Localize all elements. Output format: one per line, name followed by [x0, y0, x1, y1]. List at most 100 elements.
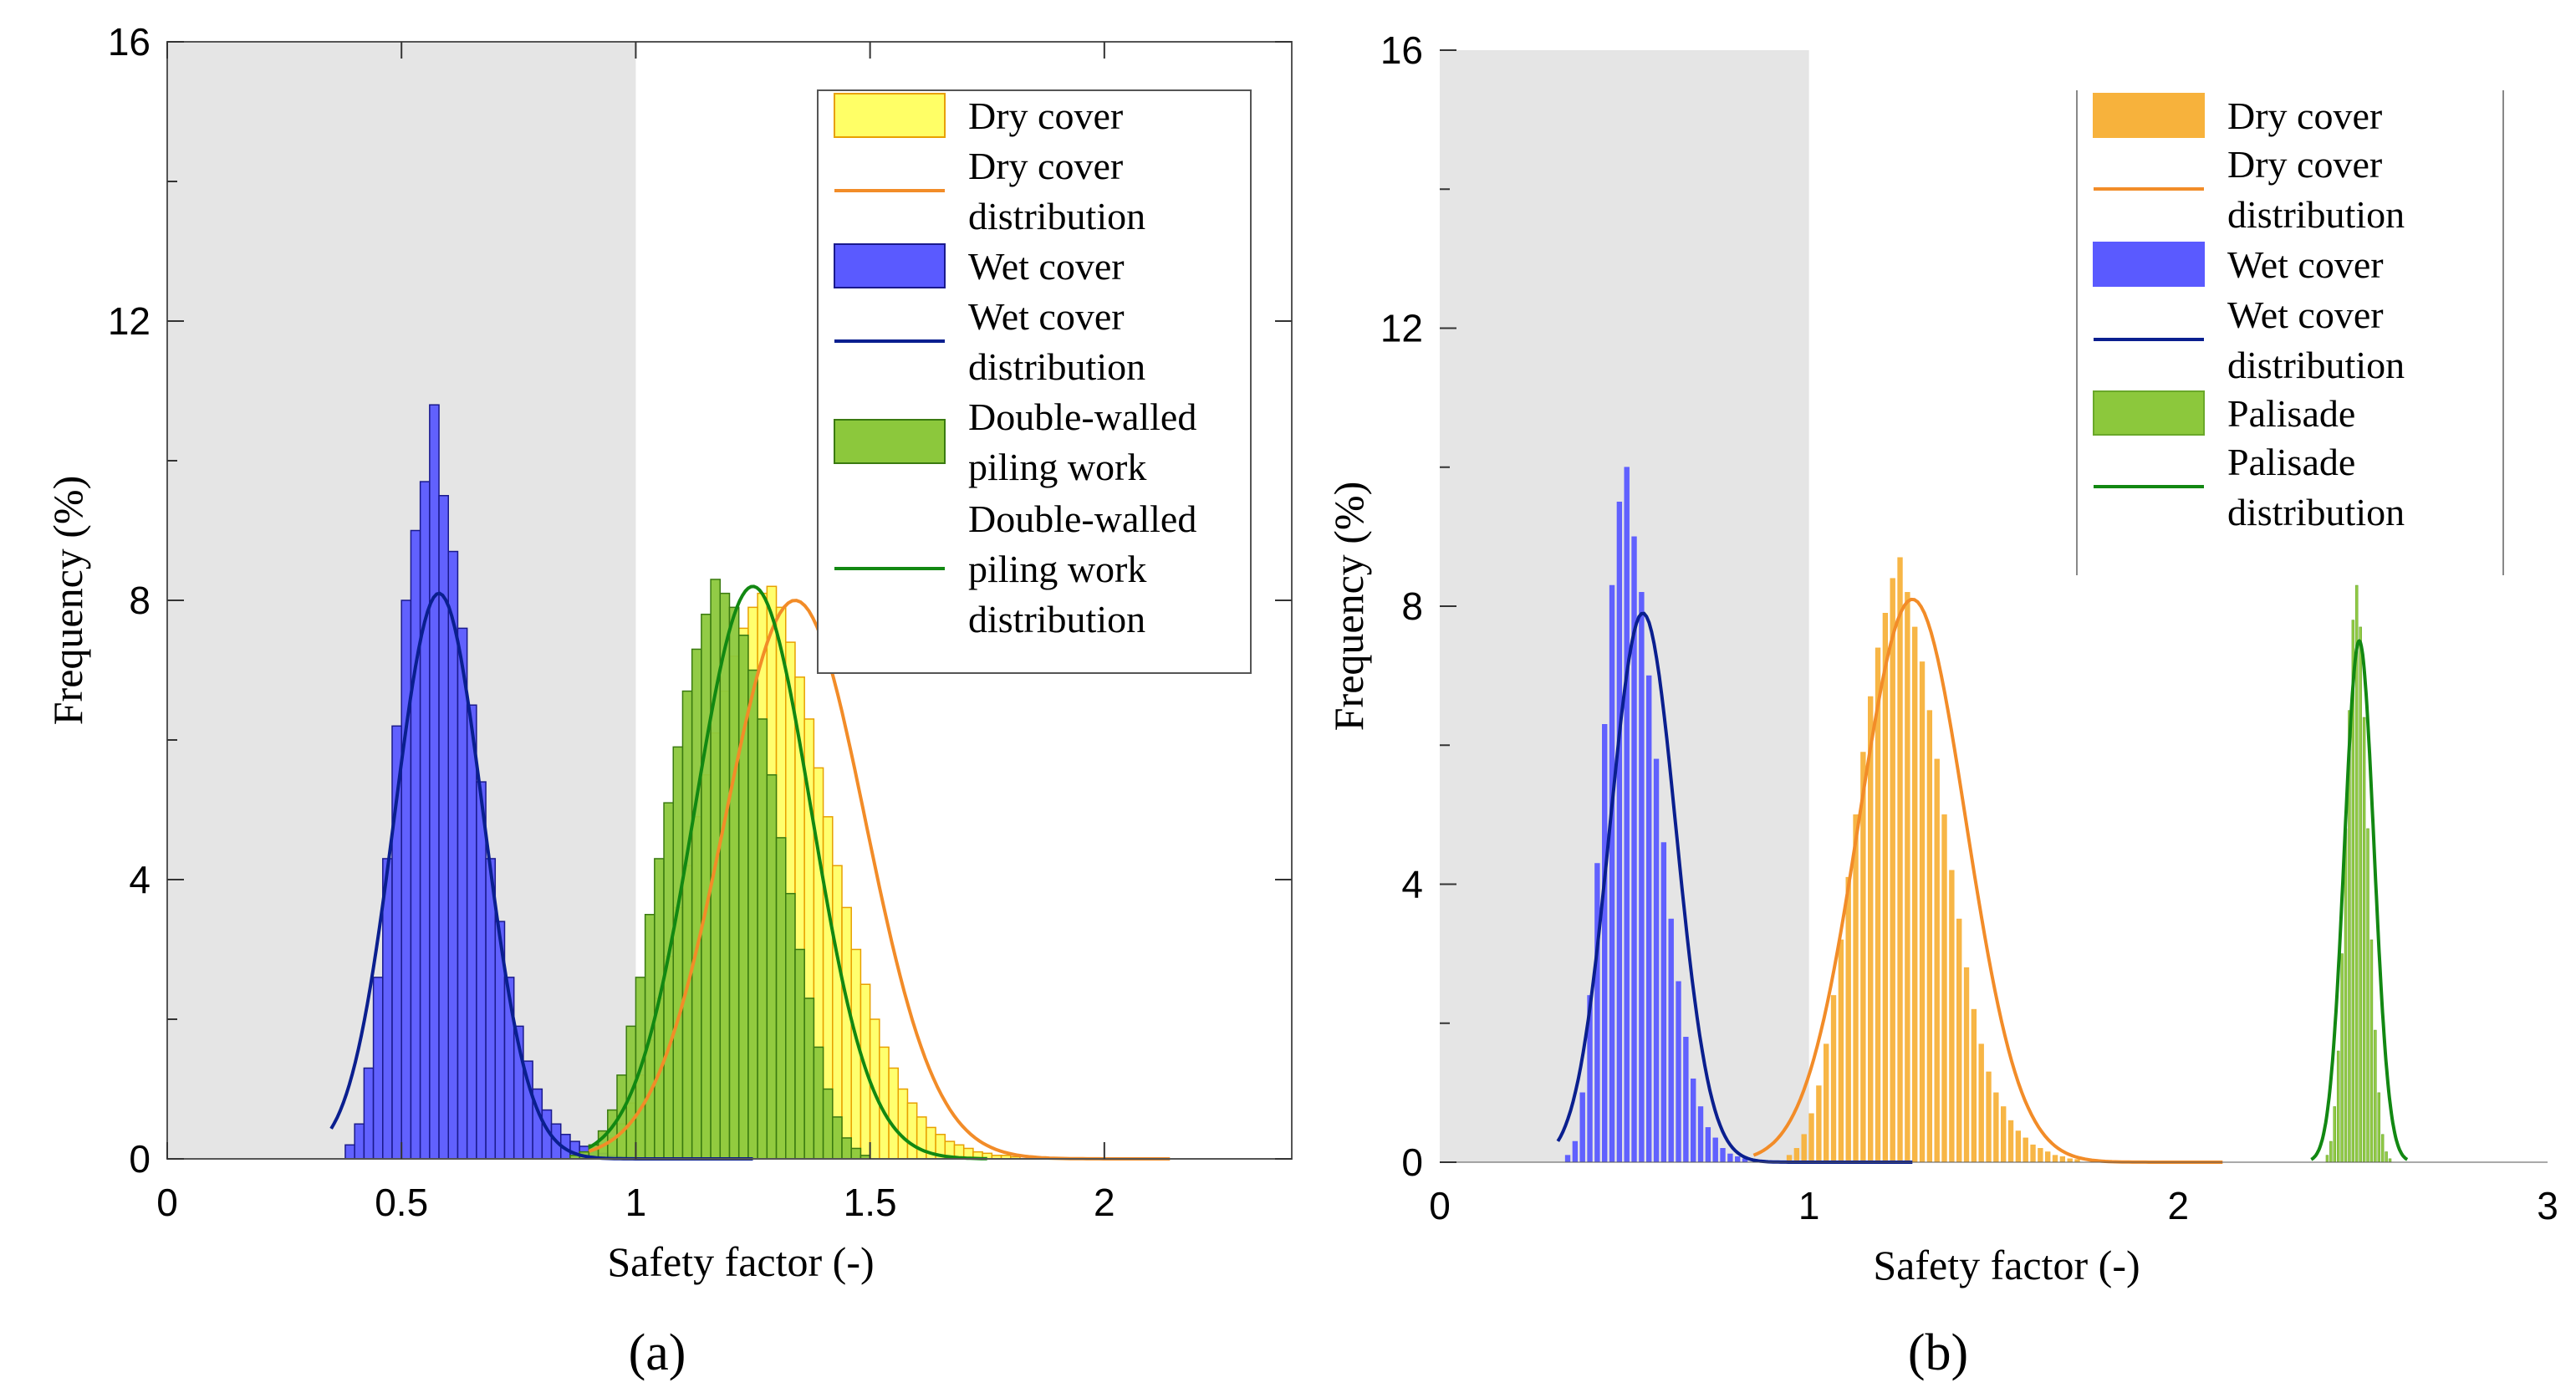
histogram-bar — [850, 1147, 862, 1160]
histogram-bar — [1978, 1043, 1984, 1163]
histogram-bar — [1653, 758, 1660, 1163]
histogram-bar — [2388, 1158, 2392, 1163]
histogram-bar — [2355, 584, 2359, 1163]
histogram-bar — [832, 865, 843, 1160]
histogram-bar — [785, 892, 796, 1160]
legend-label: Dry cover distribution — [968, 145, 1145, 237]
x-tick-label: 1.5 — [844, 1181, 897, 1224]
histogram-bar — [400, 600, 412, 1160]
histogram-bar — [1676, 981, 1681, 1163]
histogram-bar — [1905, 592, 1910, 1163]
legend-label-line: Wet cover — [968, 245, 1125, 288]
histogram-bar — [2023, 1137, 2028, 1163]
histogram-bar — [1971, 1008, 1977, 1163]
histogram-bar — [2359, 626, 2362, 1163]
histogram-bar — [1660, 842, 1667, 1163]
histogram-bar — [2377, 1092, 2381, 1163]
distribution-curve — [588, 584, 987, 1161]
histogram-bar — [1668, 918, 1674, 1163]
histogram-bar — [1624, 467, 1630, 1163]
histogram-bar — [2067, 1158, 2073, 1163]
histogram-bar — [2325, 1155, 2329, 1163]
histogram-bar — [1727, 1153, 1733, 1163]
legend-label-line: Double-walled — [968, 497, 1196, 540]
histogram-bar — [681, 690, 693, 1160]
x-tick-label: 1 — [1798, 1184, 1820, 1227]
panel-b-label: (b) — [1908, 1324, 1968, 1381]
x-tick-label: 2 — [2168, 1184, 2190, 1227]
histogram-bar — [2344, 828, 2348, 1163]
histogram-bar — [419, 481, 431, 1160]
histogram-bar — [1830, 995, 1837, 1163]
histogram-bar — [2329, 1140, 2333, 1163]
legend-swatch — [834, 243, 946, 288]
histogram-bar — [1926, 710, 1933, 1163]
y-tick-label: 4 — [1401, 863, 1423, 906]
histogram-bar — [1691, 1078, 1696, 1163]
legend-label-line: piling work — [968, 548, 1146, 590]
histogram-bar — [1793, 1148, 1800, 1163]
histogram-bar — [1579, 1092, 1585, 1163]
legend-label-line: distribution — [2227, 491, 2405, 533]
histogram-bar — [372, 977, 384, 1160]
legend-label-line: distribution — [968, 195, 1145, 237]
legend-label: Double-walled piling work — [968, 395, 1196, 488]
histogram-bar — [2052, 1155, 2058, 1163]
histogram-bar — [457, 627, 468, 1160]
histogram-bar — [1949, 870, 1955, 1163]
legend-swatch — [834, 93, 946, 138]
x-tick-label: 0 — [1429, 1184, 1451, 1227]
legend-label-line: piling work — [968, 446, 1146, 488]
histogram-bar — [1956, 918, 1962, 1163]
legend-box — [817, 89, 1252, 674]
histogram-bar — [672, 746, 684, 1160]
legend-label: Wet cover distribution — [968, 295, 1145, 388]
histogram-bar — [1801, 1134, 1807, 1163]
histogram-bar — [354, 1123, 365, 1160]
histogram-bar — [1838, 939, 1844, 1163]
histogram-bar — [1705, 1127, 1711, 1163]
legend-label: Dry cover — [968, 94, 1123, 137]
legend-label: Palisade distribution — [2227, 441, 2405, 533]
histogram-bar — [1609, 584, 1615, 1163]
histogram-bar — [897, 1088, 909, 1160]
legend-label-line: Wet cover — [2227, 293, 2384, 336]
histogram-bar — [466, 704, 477, 1160]
histogram-bar — [363, 1067, 375, 1160]
histogram-bar — [1816, 1085, 1822, 1163]
y-tick-label: 8 — [1401, 584, 1423, 628]
chart-panel-a: 0 4 8 12 16 0 0.5 1 1.5 2 Safety factor (-) Frequen… — [44, 20, 1293, 1285]
legend-swatch — [2093, 390, 2205, 436]
histogram-bar — [1808, 1113, 1814, 1163]
histogram-bar — [1875, 647, 1881, 1163]
histogram-bar — [1993, 1092, 1999, 1163]
histogram-bar — [1572, 1140, 1579, 1163]
histogram-bar — [1646, 675, 1652, 1163]
legend-label: Dry cover — [2227, 94, 2382, 137]
histogram-bar — [2038, 1148, 2043, 1163]
histogram-bar — [2336, 1050, 2340, 1163]
histogram-bar — [476, 781, 487, 1160]
histogram-bar — [1919, 661, 1926, 1163]
histogram-bar — [1963, 967, 1970, 1163]
histogram-bar — [1735, 1156, 1741, 1163]
y-tick-label: 0 — [1401, 1140, 1423, 1184]
legend-swatch — [834, 419, 946, 464]
histogram-bar — [607, 1109, 618, 1160]
histogram-bar — [2045, 1151, 2051, 1163]
histogram-bar — [1564, 1155, 1571, 1163]
histogram-bar — [775, 837, 787, 1160]
histogram-bar — [813, 1046, 824, 1160]
histogram-bar — [1602, 724, 1608, 1163]
histogram-bar — [429, 404, 440, 1160]
histogram-bar — [906, 1102, 918, 1160]
histogram-bar — [1697, 1106, 1704, 1163]
x-axis-title: Safety factor (-) — [607, 1238, 874, 1285]
x-tick-label: 1 — [625, 1181, 647, 1224]
histogram-bar — [2362, 717, 2366, 1163]
legend-label-line: Dry cover — [968, 94, 1123, 137]
histogram-bar — [841, 906, 852, 1160]
histogram-bar — [663, 802, 675, 1160]
histogram-bar — [1986, 1071, 1992, 1163]
